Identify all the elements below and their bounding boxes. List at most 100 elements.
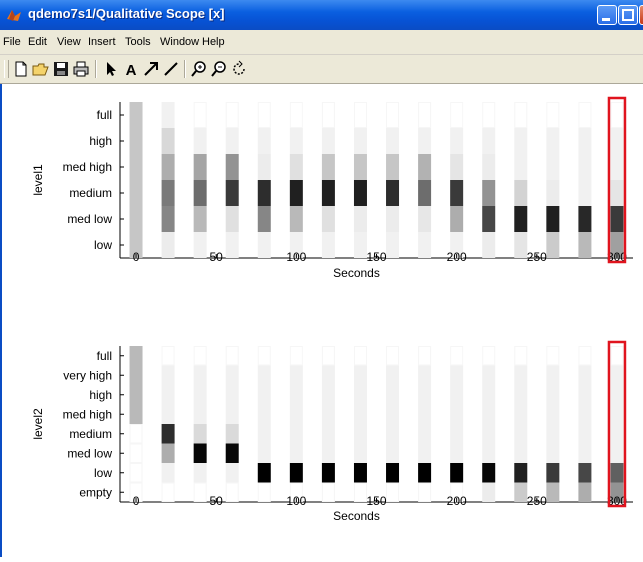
heatmap-cell xyxy=(386,443,400,463)
heatmap-cell xyxy=(257,232,271,258)
heatmap-cell xyxy=(353,443,367,463)
heatmap-cell xyxy=(321,463,335,483)
heatmap-cell xyxy=(321,154,335,180)
heatmap-cell xyxy=(418,482,432,502)
heatmap-cell xyxy=(386,365,400,385)
heatmap-cell xyxy=(514,206,528,232)
save-icon[interactable] xyxy=(52,60,70,78)
y-tick-label: medium xyxy=(69,427,112,441)
heatmap-cell xyxy=(353,102,367,128)
menu-edit[interactable]: Edit xyxy=(28,36,47,48)
heatmap-cell xyxy=(482,128,496,154)
heatmap-cell xyxy=(546,180,560,206)
heatmap-cell xyxy=(321,346,335,366)
heatmap-cell xyxy=(546,443,560,463)
menu-help[interactable]: Help xyxy=(202,36,225,48)
heatmap-cell xyxy=(321,404,335,424)
menu-window[interactable]: Window xyxy=(160,36,200,48)
heatmap-cell xyxy=(225,206,239,232)
heatmap-cell xyxy=(386,128,400,154)
heatmap-cell xyxy=(514,102,528,128)
arrow-insert-icon[interactable] xyxy=(142,60,160,78)
title-bar[interactable]: qdemo7s1/Qualitative Scope [x] xyxy=(0,0,643,30)
heatmap-cell xyxy=(418,404,432,424)
heatmap-cell xyxy=(129,154,143,180)
heatmap-cell xyxy=(129,346,143,366)
menu-file[interactable]: File xyxy=(3,36,21,48)
heatmap-cell xyxy=(450,102,464,128)
minimize-button[interactable] xyxy=(597,5,617,25)
heatmap-cell xyxy=(193,463,207,483)
toolbar-grip[interactable] xyxy=(4,60,9,78)
y-axis-label: level1 xyxy=(31,164,45,196)
heatmap-cell xyxy=(161,385,175,405)
heatmap-cell xyxy=(610,404,624,424)
heatmap-cell xyxy=(610,128,624,154)
heatmap-cell xyxy=(225,128,239,154)
heatmap-cell xyxy=(418,346,432,366)
heatmap-cell xyxy=(482,424,496,444)
heatmap-cell xyxy=(482,443,496,463)
heatmap-cell xyxy=(289,463,303,483)
heatmap-cell xyxy=(482,206,496,232)
line-insert-icon[interactable] xyxy=(162,60,180,78)
heatmap-cell xyxy=(610,463,624,483)
heatmap-cell xyxy=(514,443,528,463)
heatmap-cell xyxy=(386,463,400,483)
heatmap-cell xyxy=(386,154,400,180)
heatmap-cell xyxy=(257,365,271,385)
axes-level2[interactable]: full very high high med high medium med low lo… xyxy=(31,340,633,523)
heatmap-cell xyxy=(482,404,496,424)
toolbar: A xyxy=(0,55,643,84)
axes-level1[interactable]: full high med high medium med low low 0 50 100 15… xyxy=(31,96,633,280)
heatmap-cell xyxy=(193,385,207,405)
heatmap-cell xyxy=(514,365,528,385)
heatmap-cell xyxy=(353,482,367,502)
text-insert-icon[interactable]: A xyxy=(122,60,140,78)
menu-tools[interactable]: Tools xyxy=(125,36,151,48)
heatmap-cell xyxy=(353,180,367,206)
heatmap-cell xyxy=(257,482,271,502)
heatmap-cell xyxy=(450,365,464,385)
heatmap-cell xyxy=(193,180,207,206)
heatmap-cell xyxy=(161,424,175,444)
heatmap-cell xyxy=(129,102,143,128)
heatmap-cell xyxy=(546,128,560,154)
heatmap-cell xyxy=(546,154,560,180)
heatmap-cell xyxy=(578,463,592,483)
heatmap-cell xyxy=(418,154,432,180)
maximize-button[interactable] xyxy=(618,5,638,25)
zoom-in-icon[interactable] xyxy=(190,60,208,78)
heatmap-cell xyxy=(193,365,207,385)
heatmap-cell xyxy=(418,385,432,405)
heatmap-cell xyxy=(321,180,335,206)
print-icon[interactable] xyxy=(72,60,90,78)
y-tick-label: medium xyxy=(69,186,112,200)
heatmap-cell xyxy=(386,206,400,232)
heatmap-cell xyxy=(129,206,143,232)
open-folder-icon[interactable] xyxy=(32,60,50,78)
heatmap-cell xyxy=(225,463,239,483)
plot-area: full high med high medium med low low 0 50 100 15… xyxy=(31,96,633,523)
heatmap-cell xyxy=(225,385,239,405)
heatmap-cell xyxy=(161,180,175,206)
arrow-pointer-icon[interactable] xyxy=(102,60,120,78)
heatmap-cell xyxy=(289,128,303,154)
heatmap-cell xyxy=(161,482,175,502)
x-tick-label: 50 xyxy=(210,494,224,508)
heatmap-cell xyxy=(353,206,367,232)
menu-insert[interactable]: Insert xyxy=(88,36,116,48)
heatmap-cell xyxy=(225,102,239,128)
heatmap-cell xyxy=(289,180,303,206)
new-file-icon[interactable] xyxy=(12,60,30,78)
close-button[interactable] xyxy=(639,5,643,25)
menu-view[interactable]: View xyxy=(57,36,81,48)
zoom-out-icon[interactable] xyxy=(210,60,228,78)
heatmap-cell xyxy=(129,385,143,405)
toolbar-separator xyxy=(184,60,186,78)
heatmap-cell xyxy=(193,482,207,502)
rotate-icon[interactable] xyxy=(230,60,248,78)
heatmap-cell xyxy=(482,385,496,405)
heatmap-cell xyxy=(161,346,175,366)
heatmap-cell xyxy=(225,180,239,206)
